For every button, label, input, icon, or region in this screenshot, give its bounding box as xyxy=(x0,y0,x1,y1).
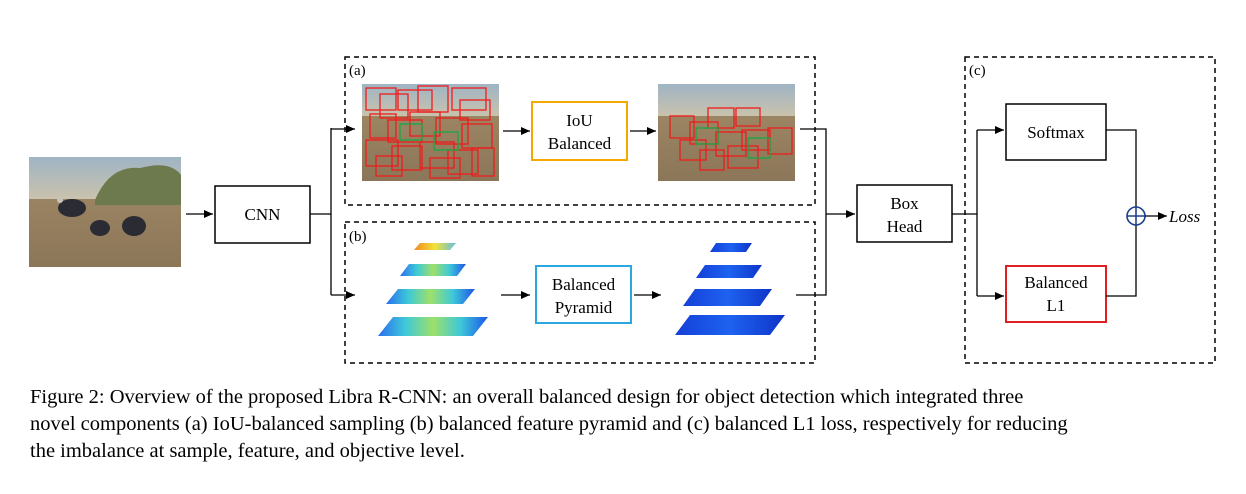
softmax-box: Softmax xyxy=(1005,103,1107,161)
panel-b-label: (b) xyxy=(349,229,367,245)
panel-a xyxy=(344,56,816,206)
box-head-label-1: Box xyxy=(890,194,919,213)
figure-caption: Figure 2: Overview of the proposed Libra… xyxy=(30,384,1220,465)
box-head-label-2: Head xyxy=(887,217,923,236)
caption-line-1: Figure 2: Overview of the proposed Libra… xyxy=(30,386,1024,408)
panel-c xyxy=(964,56,1216,364)
feature-pyramid-after xyxy=(675,243,785,335)
iou-balanced-box: IoU Balanced xyxy=(531,101,628,161)
pyramid-label-2: Pyramid xyxy=(555,298,613,317)
panel-a-label: (a) xyxy=(349,63,366,79)
iou-label-1: IoU xyxy=(566,111,592,130)
feature-pyramid-before xyxy=(378,243,488,336)
box-head-box: Box Head xyxy=(856,184,953,243)
cnn-box: CNN xyxy=(214,185,311,244)
panel-b xyxy=(344,221,816,364)
balanced-l1-box: Balanced L1 xyxy=(1005,265,1107,323)
caption-line-2: novel components (a) IoU-balanced sampli… xyxy=(30,413,1068,435)
panel-c-label: (c) xyxy=(969,63,986,79)
loss-merge-lines xyxy=(1106,129,1137,297)
softmax-label: Softmax xyxy=(1027,123,1085,142)
cnn-fork xyxy=(310,125,355,299)
l1-label-2: L1 xyxy=(1047,296,1066,315)
head-fork xyxy=(952,126,1004,300)
caption-line-3: the imbalance at sample, feature, and ob… xyxy=(30,440,465,462)
sampled-image-before xyxy=(362,84,499,181)
merge-lines xyxy=(796,128,855,296)
loss-label: Loss xyxy=(1168,207,1201,226)
input-image xyxy=(29,157,181,267)
sampled-image-after xyxy=(658,84,795,181)
architecture-diagram: CNN (a) IoU Balanced xyxy=(29,56,1216,364)
balanced-pyramid-box: Balanced Pyramid xyxy=(535,265,632,324)
l1-label-1: Balanced xyxy=(1024,273,1088,292)
iou-label-2: Balanced xyxy=(548,134,612,153)
pyramid-label-1: Balanced xyxy=(552,275,616,294)
cnn-label: CNN xyxy=(245,205,281,224)
sum-node-icon xyxy=(1126,206,1146,226)
